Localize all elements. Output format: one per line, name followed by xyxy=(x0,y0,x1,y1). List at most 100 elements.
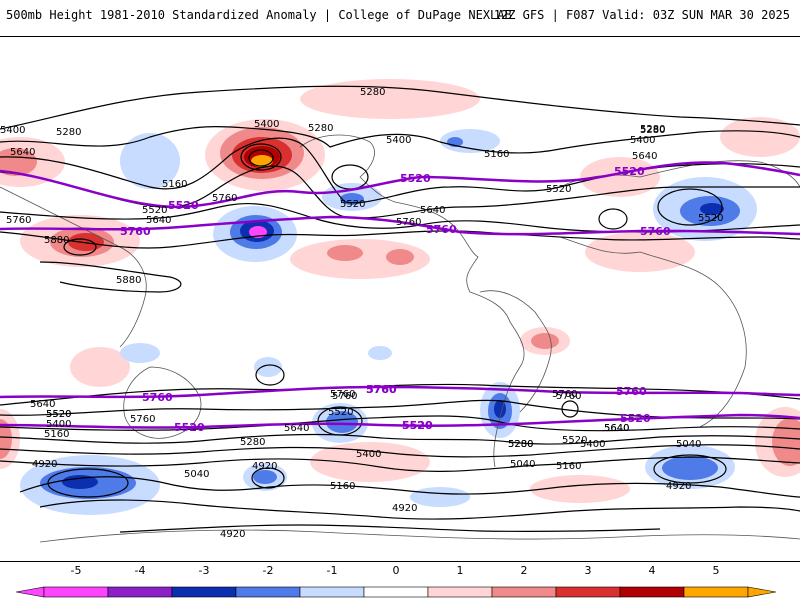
contour-label: 5400 xyxy=(356,449,381,460)
contour-5520-label: 5520 xyxy=(614,165,645,178)
contour-label: 5280 xyxy=(360,87,385,98)
colorbar-swatch xyxy=(171,586,237,598)
contour-label: 5760 xyxy=(6,215,31,226)
contour-closed xyxy=(598,208,628,230)
colorbar-swatch xyxy=(555,586,621,598)
contour-closed xyxy=(251,467,285,489)
contour-line xyxy=(0,433,800,445)
contour-closed xyxy=(561,400,579,418)
contour-label: 5400 xyxy=(580,439,605,450)
anomaly-area xyxy=(326,411,358,433)
colorbar-tick-label: 5 xyxy=(712,564,720,577)
contour-label: 5520 xyxy=(142,205,167,216)
coastline xyxy=(39,529,800,543)
contour-label: 5520 xyxy=(546,184,571,195)
colorbar-tick-label: 3 xyxy=(584,564,592,577)
contour-label: 5400 xyxy=(0,125,25,136)
contour-label: 5400 xyxy=(630,135,655,146)
anomaly-area xyxy=(68,233,104,251)
contour-label: 5760 xyxy=(212,193,237,204)
contour-label: 5520 xyxy=(562,435,587,446)
contour-5760-label: 5760 xyxy=(426,223,457,236)
colorbar-tick-label: -5 xyxy=(70,564,82,577)
anomaly-area xyxy=(772,418,800,466)
contour-label: 5160 xyxy=(162,179,187,190)
anomaly-area xyxy=(531,333,559,349)
anomaly-area xyxy=(120,343,160,363)
contour-label: 5520 xyxy=(46,409,71,420)
contour-label: 5040 xyxy=(676,439,701,450)
contour-label: 4920 xyxy=(666,481,691,492)
map-panel: 5280 5400 5280 5640 5160 5760 5520 5640 … xyxy=(0,36,800,562)
contour-label: 5640 xyxy=(10,147,35,158)
anomaly-area xyxy=(62,475,98,489)
contour-closed xyxy=(248,149,274,167)
contour-label: 4920 xyxy=(32,459,57,470)
coastline xyxy=(559,236,747,428)
contour-closed xyxy=(63,238,97,256)
contour-label: 5640 xyxy=(30,399,55,410)
contour-5760 xyxy=(0,215,800,236)
colorbar-swatch xyxy=(363,586,429,598)
contour-label: 5160 xyxy=(556,461,581,472)
map-title: 500mb Height 1981-2010 Standardized Anom… xyxy=(6,8,512,22)
contour-label: 5160 xyxy=(330,481,355,492)
anomaly-area xyxy=(249,226,267,238)
contour-label: 5280 xyxy=(640,124,665,135)
contour-label: 5640 xyxy=(604,423,629,434)
contour-5520-label: 5520 xyxy=(174,421,205,434)
contour-line xyxy=(19,476,800,498)
contour-label: 5040 xyxy=(510,459,535,470)
contour-5760-label: 5760 xyxy=(366,383,397,396)
contour-label: 5280 xyxy=(508,439,533,450)
anomaly-area xyxy=(530,475,630,503)
anomaly-map: 5280 5400 5280 5640 5160 5760 5520 5640 … xyxy=(0,79,800,543)
contour-label: 5520 xyxy=(340,199,365,210)
anomaly-area xyxy=(720,117,800,157)
colorbar-tick-label: -2 xyxy=(262,564,274,577)
coastline xyxy=(0,186,147,348)
contour-line xyxy=(39,261,182,293)
anomaly-area xyxy=(494,400,506,418)
anomaly-area xyxy=(662,456,718,480)
contour-label: 5280 xyxy=(240,437,265,448)
contour-label: 5280 xyxy=(56,127,81,138)
contour-closed xyxy=(240,143,282,171)
contour-label: 5520 xyxy=(328,407,353,418)
coastline xyxy=(299,134,525,468)
colorbar-tick-label: 0 xyxy=(392,564,400,577)
anomaly-area xyxy=(368,346,392,360)
colorbar-tick-label: 2 xyxy=(520,564,528,577)
contour-label: 5880 xyxy=(44,235,69,246)
colorbar-swatch xyxy=(491,586,557,598)
colorbar-swatch xyxy=(299,586,365,598)
anomaly-area xyxy=(251,155,273,167)
anomaly-area xyxy=(700,203,724,215)
colorbar-swatch xyxy=(235,586,301,598)
anomaly-area xyxy=(300,79,480,119)
colorbar-tick-label: 4 xyxy=(648,564,656,577)
contour-closed xyxy=(255,364,285,386)
colorbar-swatch xyxy=(683,586,749,598)
colorbar-arrow-left xyxy=(15,586,45,598)
contour-label: 5760 xyxy=(396,217,421,228)
contour-label-layer: 5280 5400 5280 5640 5160 5760 5520 5640 … xyxy=(0,87,723,540)
colorbar-swatch xyxy=(619,586,685,598)
contour-label: 5640 xyxy=(632,151,657,162)
colorbar-swatch xyxy=(427,586,493,598)
contour-line xyxy=(0,444,800,458)
colorbar: -5 -4 -3 -2 -1 0 1 2 3 4 5 xyxy=(0,560,800,600)
contour-label: 5760 xyxy=(332,391,357,402)
colorbar-tick-label: -1 xyxy=(326,564,338,577)
highlight-label-layer: 5520 5760 5520 5760 5520 5760 5760 5520 … xyxy=(120,165,671,434)
colorbar-tick-label: -4 xyxy=(134,564,146,577)
contour-label: 5640 xyxy=(146,215,171,226)
anomaly-area xyxy=(410,487,470,507)
contour-line xyxy=(39,499,800,520)
contour-5760-label: 5760 xyxy=(120,225,151,238)
contour-label: 5520 xyxy=(46,409,71,420)
colorbar-arrow-right xyxy=(747,586,777,598)
contour-5760 xyxy=(0,385,800,399)
contour-5520-label: 5520 xyxy=(400,172,431,185)
contour-label: 5040 xyxy=(184,469,209,480)
